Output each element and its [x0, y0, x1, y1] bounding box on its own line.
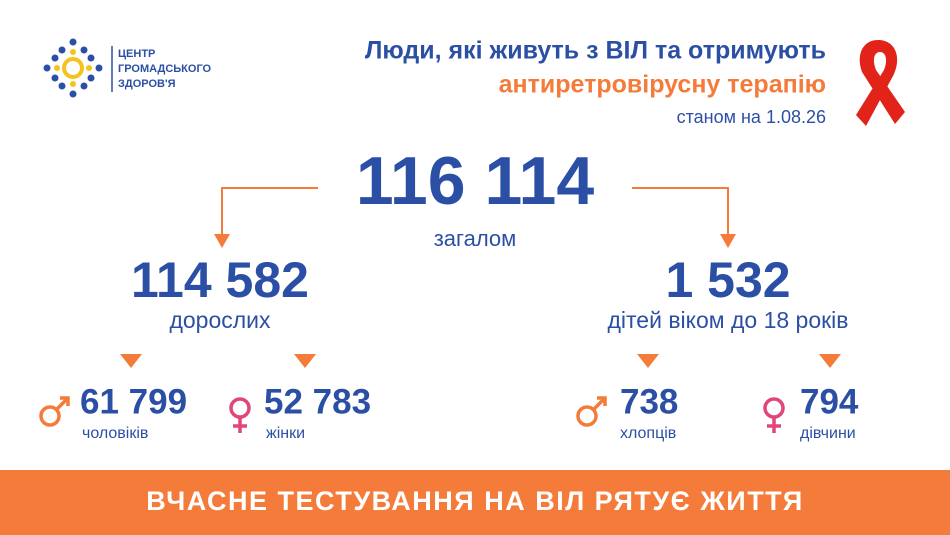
group-value: 1 532 [665, 252, 790, 308]
breakdown-label: чоловіків [82, 425, 148, 442]
breakdown-value: 794 [800, 382, 859, 421]
subtitle: станом на 1.08.26 [677, 107, 826, 127]
breakdown-label: жінки [266, 425, 305, 442]
male-icon [39, 396, 70, 427]
group-label: дітей віком до 18 років [607, 307, 848, 333]
female-icon [763, 397, 785, 433]
logo-text: ЗДОРОВ'Я [118, 78, 176, 90]
female-icon [229, 397, 251, 433]
group-label: дорослих [169, 307, 271, 333]
logo-text: ГРОМАДСЬКОГО [118, 63, 212, 75]
breakdown-label: дівчини [800, 425, 856, 442]
total-label: загалом [434, 226, 517, 251]
group-value: 114 582 [131, 252, 309, 308]
breakdown-value: 61 799 [80, 382, 187, 421]
total-value: 116 114 [356, 143, 594, 219]
banner-text: ВЧАСНЕ ТЕСТУВАННЯ НА ВІЛ РЯТУЄ ЖИТТЯ [146, 486, 803, 516]
logo [43, 38, 113, 98]
arrows [221, 187, 729, 236]
banner-bg [0, 470, 950, 535]
title: Люди, які живуть з ВІЛ та отримують [365, 37, 826, 65]
red-ribbon [856, 40, 905, 126]
logo-text: ЦЕНТР [118, 48, 155, 60]
breakdown-label: хлопців [620, 425, 676, 442]
breakdown-value: 738 [620, 382, 678, 421]
male-icon [576, 396, 607, 427]
title: антиретровірусну терапію [499, 71, 826, 99]
arrow-heads [120, 234, 841, 368]
breakdown-value: 52 783 [264, 382, 371, 421]
